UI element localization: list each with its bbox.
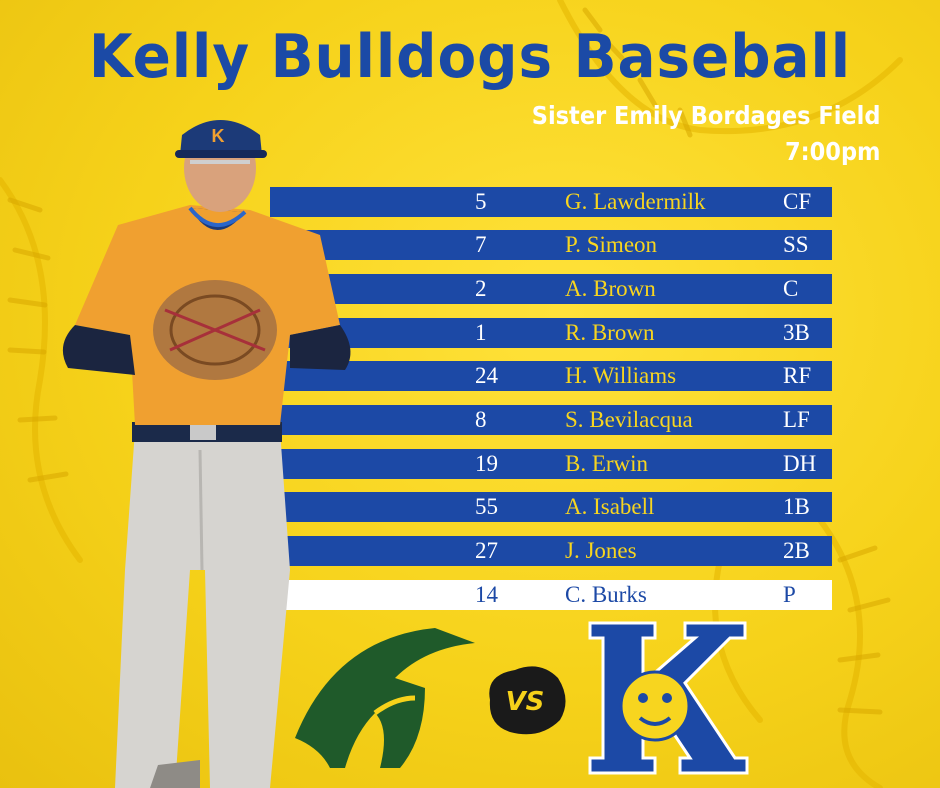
player-position: C xyxy=(783,276,799,301)
player-name: A. Isabell xyxy=(565,494,655,519)
player-name: C. Burks xyxy=(565,582,647,607)
lineup-row: 5 G. Lawdermilk CF xyxy=(270,187,832,217)
player-name: R. Brown xyxy=(565,320,655,345)
lineup-row: 55 A. Isabell 1B xyxy=(270,492,832,522)
player-position: SS xyxy=(783,232,809,257)
player-position: 1B xyxy=(783,494,810,519)
jersey-number: 2 xyxy=(475,276,487,301)
player-name: B. Erwin xyxy=(565,451,649,476)
venue-info: Sister Emily Bordages Field 7:00pm xyxy=(531,98,880,170)
jersey-number: 19 xyxy=(475,451,498,476)
jersey-number: 7 xyxy=(475,232,487,257)
lineup-row: 2 A. Brown C xyxy=(270,274,832,304)
player-position: 3B xyxy=(783,320,810,345)
player-name: H. Williams xyxy=(565,363,677,388)
lineup-row: 27 J. Jones 2B xyxy=(270,536,832,566)
venue-name: Sister Emily Bordages Field xyxy=(531,101,880,130)
player-position: LF xyxy=(783,407,810,432)
vs-badge: VS xyxy=(489,666,566,735)
jersey-number: 8 xyxy=(475,407,487,432)
vs-label: VS xyxy=(506,687,545,717)
jersey-number: 5 xyxy=(475,189,487,214)
bulldog-k-icon xyxy=(588,621,749,775)
player-name: G. Lawdermilk xyxy=(565,189,706,214)
jersey-number: 14 xyxy=(475,582,498,607)
page-title: Kelly Bulldogs Baseball xyxy=(88,22,852,92)
lineup-row: 8 S. Bevilacqua LF xyxy=(270,405,832,435)
player-name: A. Brown xyxy=(565,276,656,301)
player-name: P. Simeon xyxy=(565,232,658,257)
player-position: P xyxy=(783,582,796,607)
lineup-row: 24 H. Williams RF xyxy=(270,361,832,391)
baseball-player-photo: K xyxy=(62,120,351,788)
lineup-row-pitcher: 14 C. Burks P xyxy=(270,580,832,610)
jersey-number: 27 xyxy=(475,538,498,563)
svg-text:K: K xyxy=(212,126,225,146)
player-position: 2B xyxy=(783,538,810,563)
lineup-row: 7 P. Simeon SS xyxy=(270,230,832,260)
player-name: S. Bevilacqua xyxy=(565,407,693,432)
lineup-row: 1 R. Brown 3B xyxy=(270,318,832,348)
spartan-helmet-icon xyxy=(295,628,475,768)
player-position: CF xyxy=(783,189,812,214)
player-name: J. Jones xyxy=(565,538,637,563)
jersey-number: 55 xyxy=(475,494,498,519)
jersey-number: 1 xyxy=(475,320,487,345)
player-position: RF xyxy=(783,363,812,388)
game-time: 7:00pm xyxy=(784,137,880,166)
jersey-number: 24 xyxy=(475,363,498,388)
player-position: DH xyxy=(783,451,817,476)
lineup-row: 19 B. Erwin DH xyxy=(270,449,832,479)
